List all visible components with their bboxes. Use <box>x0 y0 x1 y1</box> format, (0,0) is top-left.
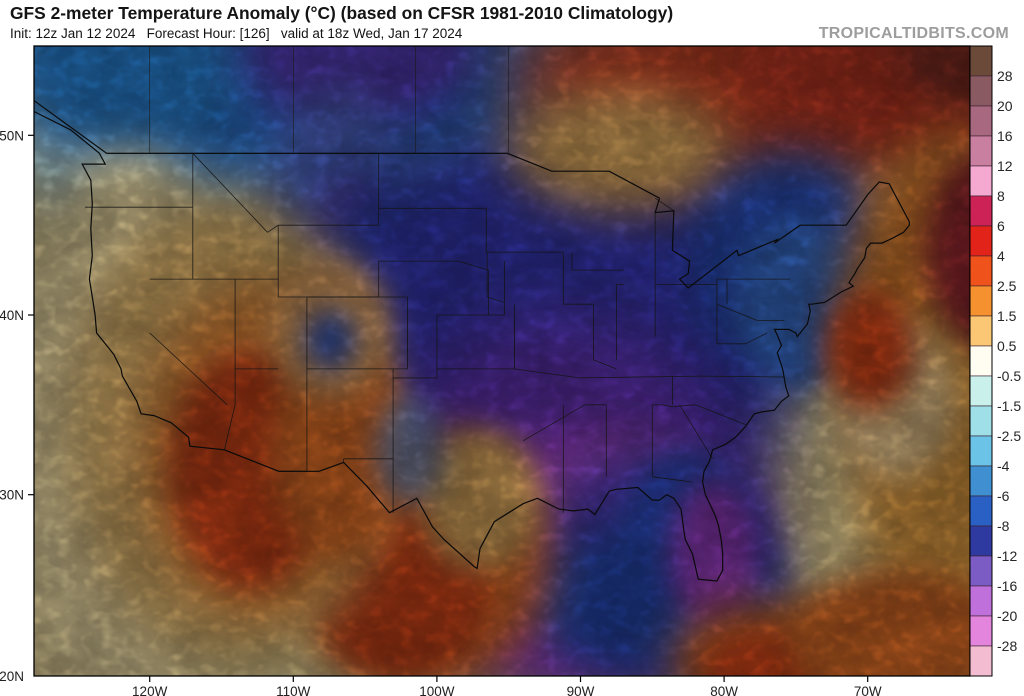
svg-text:40N: 40N <box>0 308 24 323</box>
svg-text:120W: 120W <box>132 684 168 696</box>
svg-text:100W: 100W <box>419 684 455 696</box>
svg-text:12: 12 <box>997 158 1013 174</box>
svg-text:30N: 30N <box>0 488 24 503</box>
svg-text:2.5: 2.5 <box>997 278 1017 294</box>
svg-text:16: 16 <box>997 128 1013 144</box>
svg-text:-6: -6 <box>997 488 1010 504</box>
svg-text:-12: -12 <box>997 548 1017 564</box>
svg-text:-16: -16 <box>997 578 1017 594</box>
svg-text:28: 28 <box>997 68 1013 84</box>
svg-text:20N: 20N <box>0 669 24 684</box>
svg-text:-1.5: -1.5 <box>997 398 1021 414</box>
svg-text:90W: 90W <box>567 684 595 696</box>
svg-text:-2.5: -2.5 <box>997 428 1021 444</box>
svg-text:4: 4 <box>997 248 1005 264</box>
svg-text:50N: 50N <box>0 128 24 143</box>
svg-text:-20: -20 <box>997 608 1017 624</box>
svg-text:8: 8 <box>997 188 1005 204</box>
svg-text:-0.5: -0.5 <box>997 368 1021 384</box>
svg-text:20: 20 <box>997 98 1013 114</box>
svg-text:-4: -4 <box>997 458 1010 474</box>
svg-text:70W: 70W <box>854 684 882 696</box>
svg-text:80W: 80W <box>710 684 738 696</box>
svg-text:6: 6 <box>997 218 1005 234</box>
svg-text:0.5: 0.5 <box>997 338 1017 354</box>
svg-text:-8: -8 <box>997 518 1010 534</box>
svg-text:110W: 110W <box>276 684 311 696</box>
svg-text:1.5: 1.5 <box>997 308 1017 324</box>
svg-text:-28: -28 <box>997 638 1017 654</box>
